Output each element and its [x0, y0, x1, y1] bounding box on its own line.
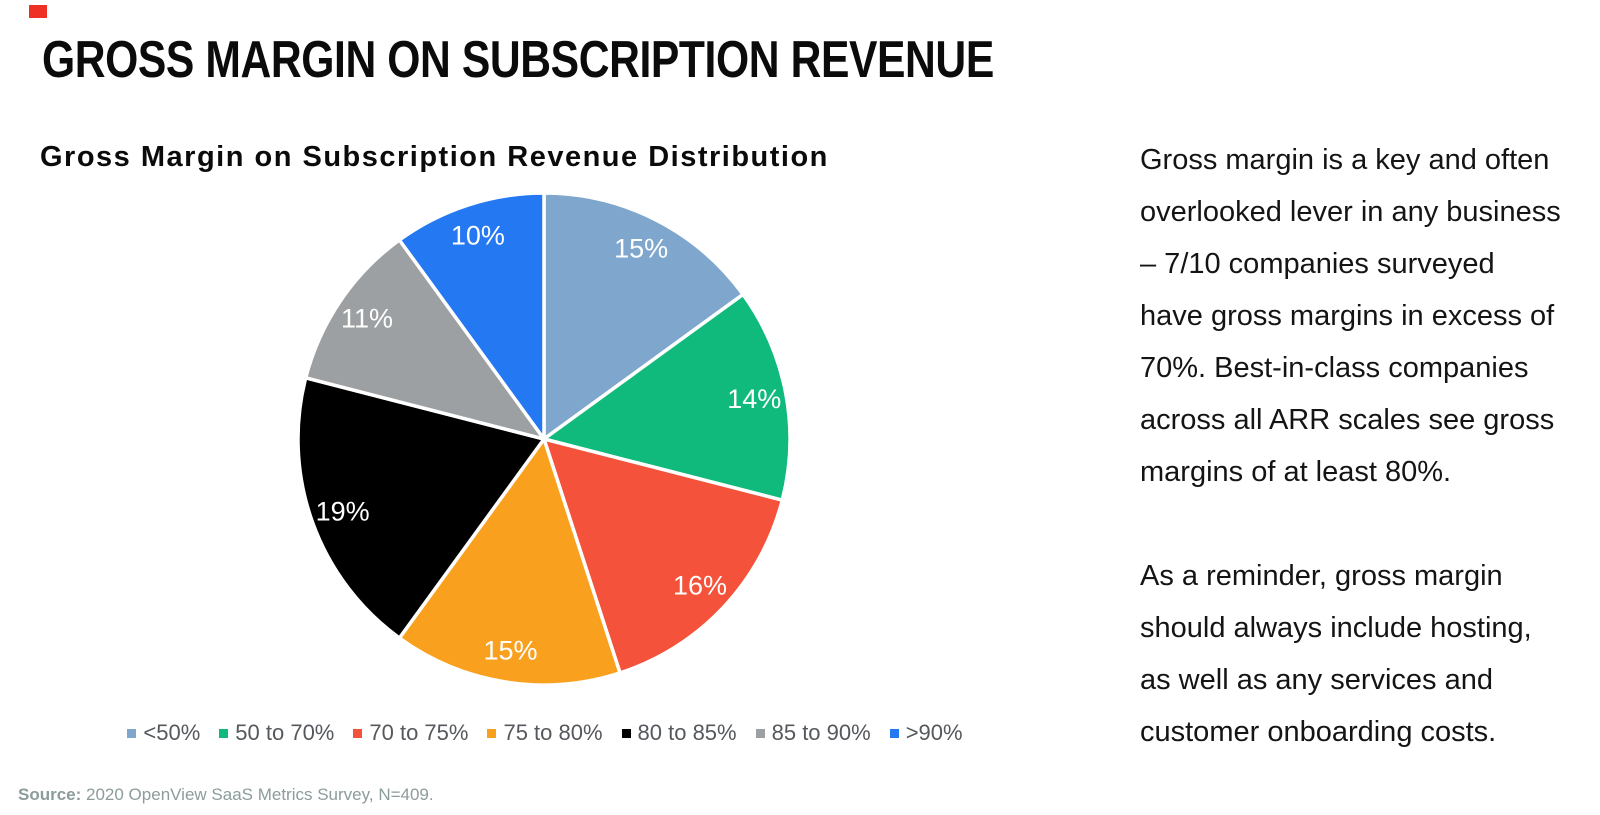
brand-accent-mark — [29, 5, 47, 18]
pie-slice-75 to 80% — [397, 437, 622, 687]
pie-slice-<50% — [542, 191, 745, 441]
legend-swatch-icon — [889, 728, 899, 738]
commentary-paragraph-1: Gross margin is a key and often overlook… — [1140, 144, 1561, 488]
commentary-paragraph-2: As a reminder, gross margin should alway… — [1140, 560, 1532, 748]
pie-chart-svg: 15% 14% 16% 15% 19% 11% 10% — [296, 191, 792, 687]
legend-swatch-icon — [487, 728, 497, 738]
legend-swatch-icon — [353, 728, 363, 738]
pie-slice-50 to 70% — [542, 292, 792, 502]
commentary-text-block: Gross margin is a key and often overlook… — [1140, 134, 1600, 758]
pie-data-label: 15% — [614, 233, 668, 263]
legend-label: <50% — [143, 720, 201, 745]
page-title: GROSS MARGIN ON SUBSCRIPTION REVENUE — [42, 31, 994, 89]
pie-data-label: 14% — [727, 384, 781, 414]
legend-item: 70 to 75% — [353, 720, 468, 746]
chart-legend: <50% 50 to 70% 70 to 75% 75 to 80% 80 to 85%… — [40, 720, 1050, 746]
chart-title: Gross Margin on Subscription Revenue Dis… — [40, 141, 829, 173]
pie-data-label: 15% — [483, 635, 537, 665]
legend-label: 75 to 80% — [503, 720, 603, 745]
legend-swatch-icon — [755, 728, 765, 738]
legend-item: 80 to 85% — [621, 720, 737, 746]
source-note: Source: 2020 OpenView SaaS Metrics Surve… — [18, 785, 434, 805]
pie-data-label: 10% — [451, 220, 505, 250]
legend-swatch-icon — [621, 728, 631, 738]
legend-item: >90% — [889, 720, 963, 746]
legend-label: 85 to 90% — [771, 720, 871, 745]
source-text: 2020 OpenView SaaS Metrics Survey, N=409… — [81, 785, 434, 804]
legend-item: <50% — [127, 720, 200, 746]
pie-data-label: 11% — [341, 304, 393, 334]
legend-swatch-icon — [219, 728, 229, 738]
legend-item: 50 to 70% — [219, 720, 334, 746]
source-label: Source: — [18, 785, 82, 804]
pie-data-label: 16% — [673, 571, 727, 601]
legend-item: 85 to 90% — [755, 720, 871, 746]
pie-slice-80 to 85% — [296, 376, 546, 640]
legend-label: 50 to 70% — [235, 720, 335, 745]
pie-slice->90% — [397, 191, 546, 441]
legend-label: 80 to 85% — [637, 720, 737, 745]
legend-item: 75 to 80% — [487, 720, 603, 746]
pie-slice-85 to 90% — [303, 238, 546, 441]
pie-slice-70 to 75% — [542, 437, 785, 675]
legend-swatch-icon — [127, 728, 137, 738]
legend-label: 70 to 75% — [369, 720, 469, 745]
legend-label: >90% — [905, 720, 963, 745]
pie-data-label: 19% — [316, 496, 370, 526]
